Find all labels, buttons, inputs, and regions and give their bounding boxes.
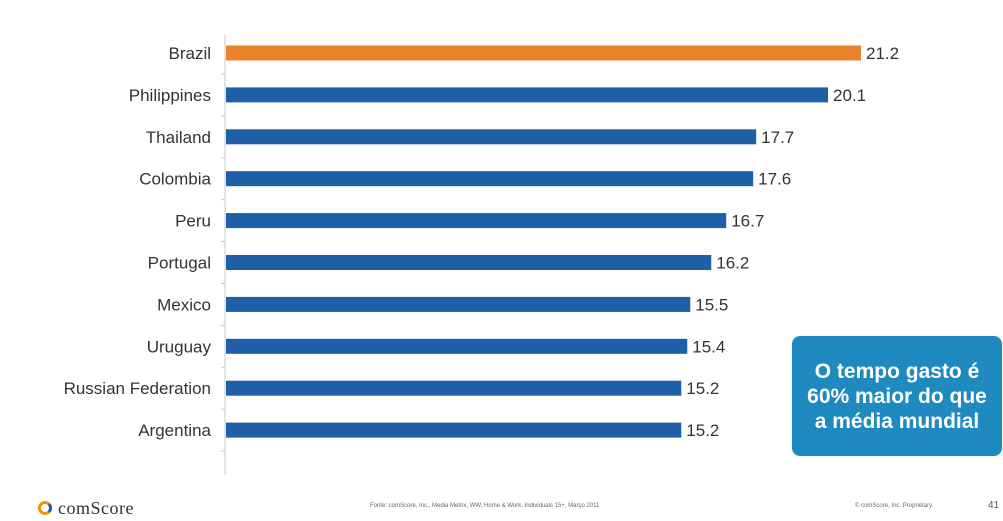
- source-note: Fonte: comScore, Inc., Media Metrix, WW,…: [370, 503, 600, 509]
- category-label: Thailand: [146, 128, 211, 147]
- category-label: Mexico: [157, 295, 211, 314]
- value-label: 16.7: [731, 212, 764, 231]
- copyright-note: © comScore, Inc. Proprietary.: [855, 503, 934, 509]
- value-label: 20.1: [833, 86, 866, 105]
- callout-box: O tempo gasto é 60% maior do que a média…: [792, 336, 1002, 456]
- category-label: Colombia: [139, 170, 211, 189]
- bar-philippines: [226, 87, 829, 103]
- bar-brazil: [226, 45, 861, 61]
- value-label: 17.7: [761, 128, 794, 147]
- category-label: Brazil: [168, 44, 211, 63]
- value-label: 17.6: [758, 170, 791, 189]
- bar-portugal: [226, 255, 712, 270]
- category-label: Portugal: [148, 254, 211, 273]
- comscore-logo: comScore: [38, 497, 134, 519]
- value-label: 15.5: [695, 295, 728, 314]
- bar-colombia: [226, 171, 754, 187]
- comscore-logo-icon: [38, 501, 52, 515]
- category-label: Philippines: [129, 86, 211, 105]
- category-label: Uruguay: [147, 337, 212, 356]
- page-number: 41: [988, 500, 1000, 511]
- value-label: 15.2: [686, 379, 719, 398]
- logo-text: comScore: [58, 497, 134, 518]
- value-label: 16.2: [716, 254, 749, 273]
- value-label: 15.2: [686, 421, 719, 440]
- bar-chart: Brazil 21.2 Philippines 20.1 Thailand 17.7 Col…: [64, 35, 899, 475]
- bar-russian-federation: [226, 380, 682, 396]
- bar-thailand: [226, 129, 757, 145]
- category-label: Argentina: [138, 421, 211, 440]
- category-label: Russian Federation: [64, 379, 211, 398]
- bar-mexico: [226, 296, 691, 312]
- bar-peru: [226, 213, 727, 229]
- bar-uruguay: [226, 338, 688, 354]
- value-label: 21.2: [866, 44, 899, 63]
- value-label: 15.4: [692, 337, 725, 356]
- category-label: Peru: [175, 212, 211, 231]
- bar-argentina: [226, 422, 682, 438]
